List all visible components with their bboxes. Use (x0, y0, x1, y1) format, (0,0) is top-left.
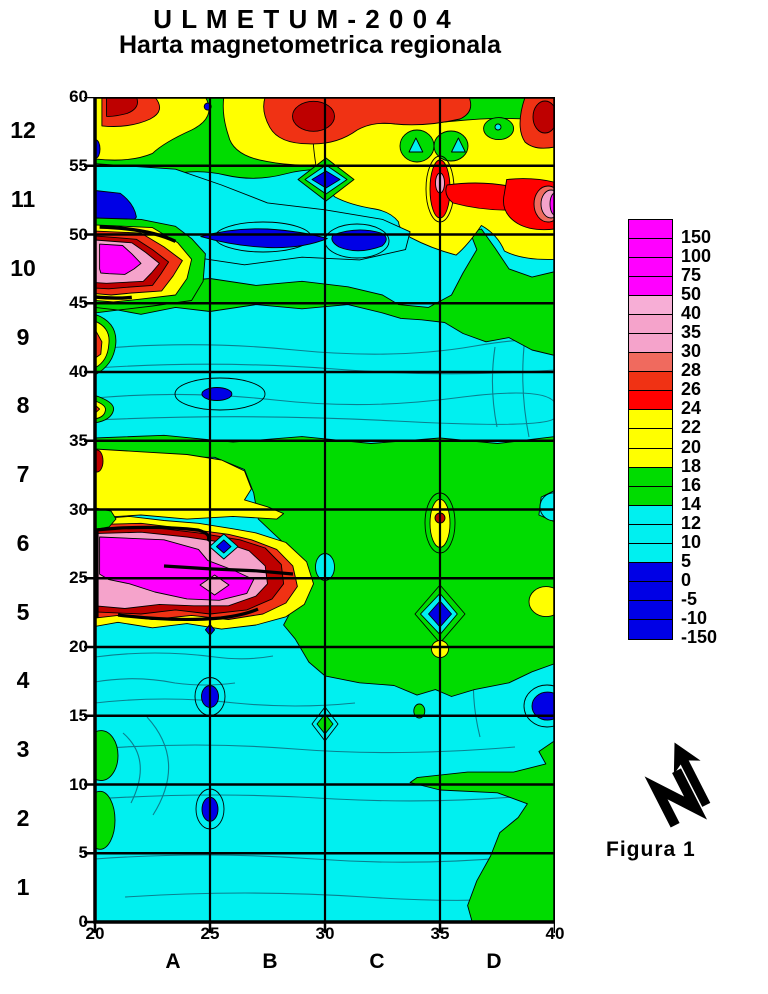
anomaly1-magenta-core (99, 243, 142, 275)
y-tick-label: 60 (69, 87, 88, 106)
legend-level-label: 16 (681, 474, 702, 495)
y-tick-label: 5 (78, 843, 88, 863)
map-main-title: U L M E T U M - 2 0 0 4 (153, 4, 452, 34)
legend-level-label: -10 (681, 608, 708, 629)
x-tick-label: 40 (545, 924, 565, 943)
x-tick-label: 20 (85, 924, 105, 943)
legend-level-label: 0 (681, 570, 692, 591)
legend-color-box (628, 562, 673, 583)
legend-level-label: 150 (681, 226, 712, 247)
legend-color-box (628, 313, 673, 335)
yellow-region-left (95, 448, 285, 520)
row-label: 6 (16, 529, 30, 556)
legend-color-box (628, 466, 673, 488)
legend-color-box (628, 218, 673, 240)
legend-level-label: 22 (681, 417, 702, 438)
legend-level-label: 12 (681, 512, 702, 533)
legend-level-label: 14 (681, 493, 702, 514)
legend-level-label: 5 (681, 551, 692, 572)
legend-color-box (628, 619, 673, 640)
legend-color-box (628, 256, 673, 278)
blue-blob-right-edge (531, 691, 555, 721)
legend-color-box (628, 390, 673, 411)
legend-color-box (628, 600, 673, 621)
north-arrow-icon (644, 742, 711, 828)
y-tick-label: 40 (69, 362, 88, 381)
y-tick-label: 10 (69, 774, 88, 794)
legend-color-box (628, 428, 673, 450)
legend-level-label: 50 (681, 283, 702, 304)
map-subtitle: Harta magnetometrica regionala (118, 31, 502, 59)
left-edge-red-spot (95, 449, 104, 473)
legend-level-label: 18 (681, 455, 702, 476)
legend-color-box (628, 275, 673, 297)
y-tick-label: 30 (69, 499, 88, 519)
legend-level-label: 35 (681, 322, 702, 343)
column-label: C (369, 950, 385, 973)
row-label: 3 (16, 736, 30, 763)
green-mound-2 (433, 130, 469, 162)
y-tick-label: 20 (69, 637, 88, 656)
blue-lens-25-38 (201, 387, 233, 401)
legend-level-label: 10 (681, 532, 702, 553)
axis-ticks (84, 97, 555, 933)
row-label: 2 (16, 804, 30, 831)
y-tick-label: 15 (69, 705, 88, 725)
legend-color-box (628, 504, 673, 526)
column-label: D (486, 950, 502, 973)
y-tick-label: 25 (69, 568, 88, 588)
legend-color-box (628, 485, 673, 507)
figure-caption: Figura 1 (606, 838, 696, 861)
grid-lines (95, 97, 555, 922)
y-tick-label: 50 (69, 224, 88, 244)
row-label: 10 (10, 254, 36, 281)
legend-level-label: -150 (681, 627, 718, 648)
legend-color-box (628, 447, 673, 469)
legend-color-box (628, 294, 673, 316)
legend-color-box (628, 352, 673, 373)
row-label: 11 (10, 186, 36, 213)
legend-level-label: 20 (681, 436, 702, 457)
row-label: 9 (16, 323, 30, 350)
y-tick-label: 35 (69, 430, 88, 450)
row-label: 5 (16, 598, 30, 625)
green-region-bottom-right (409, 740, 555, 922)
legend-color-box (628, 333, 673, 354)
legend-level-label: -5 (681, 589, 698, 610)
row-label: 7 (16, 461, 30, 488)
green-lump-left-2 (95, 790, 116, 850)
magnetometric-contour-map (84, 97, 555, 933)
row-label: 1 (16, 873, 30, 900)
yellow-blob-right-edge (528, 586, 555, 618)
x-tick-label: 25 (200, 924, 220, 943)
legend-color-box (628, 543, 673, 564)
row-label: 8 (16, 392, 30, 419)
blue-low-right-lobe (331, 229, 387, 252)
legend-level-label: 100 (681, 245, 712, 266)
row-label: 12 (10, 117, 36, 144)
x-tick-label: 30 (315, 924, 335, 943)
row-label: 4 (16, 667, 30, 694)
legend-level-label: 24 (681, 398, 702, 419)
anomaly2-inner-pink (199, 574, 230, 596)
x-tick-label: 35 (430, 924, 450, 943)
column-label: B (262, 950, 278, 973)
legend-color-box (628, 237, 673, 259)
legend-color-box (628, 371, 673, 392)
legend-level-label: 26 (681, 379, 702, 400)
legend-level-label: 30 (681, 341, 702, 362)
legend-level-label: 75 (681, 264, 702, 285)
column-label: A (165, 950, 181, 973)
legend-color-box (628, 409, 673, 430)
legend-level-label: 40 (681, 302, 702, 323)
y-tick-label: 0 (78, 912, 88, 931)
legend-color-box (628, 581, 673, 602)
legend-color-box (628, 523, 673, 545)
y-tick-label: 55 (69, 155, 88, 175)
y-tick-label: 45 (69, 293, 88, 313)
legend-level-label: 28 (681, 360, 702, 381)
green-lump-left-1 (95, 730, 119, 782)
